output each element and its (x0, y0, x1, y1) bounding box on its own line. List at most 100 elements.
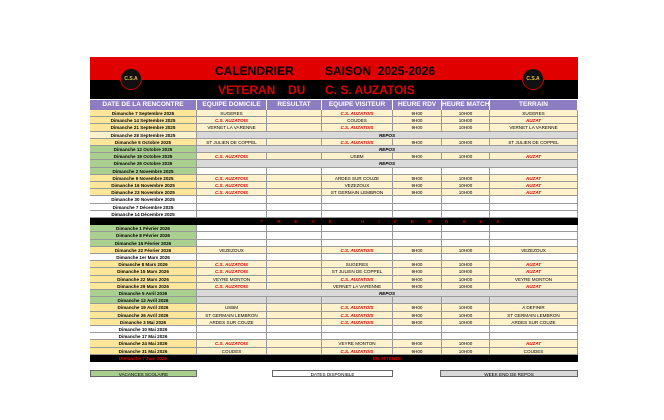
date-cell: Dimanche 1er Mars 2026 (90, 254, 197, 262)
date-cell: Dimanche 10 Mai 2026 (90, 326, 197, 334)
table-cell (393, 297, 442, 305)
table-cell: C.S. AUZATOIS (197, 182, 267, 190)
table-cell: ARDES SUR COUZE (322, 174, 393, 182)
table-cell (267, 326, 322, 334)
table-cell (197, 210, 267, 218)
table-cell: SUGERES (197, 110, 267, 118)
table-cell (197, 297, 267, 305)
table-cell (393, 254, 442, 262)
table-cell (322, 225, 393, 233)
date-cell: Dimanche 3 Mai 2026 (90, 318, 197, 326)
table-cell: AUZAT (490, 340, 578, 348)
table-cell (322, 254, 393, 262)
column-header: RESULTAT (267, 100, 322, 110)
date-cell: Dimanche 14 Décembre 2025 (90, 210, 197, 218)
date-cell: Dimanche 28 Septembre 2025 (90, 131, 197, 139)
table-cell (267, 297, 322, 305)
table-cell (267, 167, 322, 175)
table-cell (197, 167, 267, 175)
table-cell (442, 196, 490, 204)
table-cell (267, 246, 322, 254)
subtitle: DU (288, 83, 306, 97)
table-cell (442, 167, 490, 175)
table-cell (267, 340, 322, 348)
legend-item: DATES DISPONIBLE (272, 370, 393, 377)
table-cell: 10H00 (442, 340, 490, 348)
table-cell (393, 210, 442, 218)
table-cell (442, 333, 490, 341)
table-cell (267, 196, 322, 204)
table-cell (442, 232, 490, 240)
table-cell (322, 196, 393, 204)
table-cell (267, 203, 322, 211)
table-cell: USBM (322, 153, 393, 161)
table-cell: SUGERES (322, 261, 393, 269)
table-cell: 9H00 (393, 347, 442, 355)
table-cell: C.S. AUZATOIS (322, 124, 393, 132)
table-cell (322, 203, 393, 211)
column-header: EQUIPE VISITEUR (322, 100, 393, 110)
date-cell: Dimanche 19 Octobre 2025 (90, 153, 197, 161)
date-cell: Dimanche 9 Novembre 2025 (90, 174, 197, 182)
table-cell (393, 239, 442, 247)
table-cell (267, 239, 322, 247)
table-cell (197, 239, 267, 247)
table-cell (267, 182, 322, 190)
table-cell (393, 196, 442, 204)
table-cell: VEZEZOUX (197, 246, 267, 254)
table-cell (442, 225, 490, 233)
table-cell: 10H00 (442, 246, 490, 254)
table-cell: ARDES SUR COUZE (197, 318, 267, 326)
table-cell: VEYRE MONTON (490, 275, 578, 283)
table-cell (267, 318, 322, 326)
table-cell (267, 117, 322, 125)
subtitle-bar (90, 80, 578, 99)
table-cell (197, 254, 267, 262)
date-cell: Dimanche 15 Février 2026 (90, 239, 197, 247)
table-cell (322, 333, 393, 341)
legend-item: WEEK END DE REPOS (440, 370, 578, 377)
table-cell: 9H00 (393, 261, 442, 269)
column-header: HEURE MATCH (442, 100, 490, 110)
table-cell (442, 210, 490, 218)
table-cell: ST GERMAIN LEMBRON (197, 311, 267, 319)
date-cell: Dimanche 29 Mars 2026 (90, 282, 197, 290)
table-cell: ST JULIEN DE COPPEL (322, 268, 393, 276)
date-cell: Dimanche 5 Octobre 2025 (90, 138, 197, 146)
table-cell: AUZAT (490, 282, 578, 290)
table-cell (442, 203, 490, 211)
table-cell: COUDES (490, 347, 578, 355)
date-cell: Dimanche 8 Février 2026 (90, 232, 197, 240)
table-cell: 9H00 (393, 124, 442, 132)
table-cell: 9H00 (393, 117, 442, 125)
table-cell: 10H00 (442, 304, 490, 312)
date-cell: Dimanche 2 Novembre 2025 (90, 167, 197, 175)
table-cell (393, 326, 442, 334)
table-cell (490, 225, 578, 233)
column-header: EQUIPE DOMICILE (197, 100, 267, 110)
break-row: TREVE HIVERNALE (197, 218, 578, 226)
table-cell: COUDES (322, 117, 393, 125)
table-cell (442, 326, 490, 334)
table-cell: 10H00 (442, 275, 490, 283)
table-cell (267, 124, 322, 132)
table-cell: 10H00 (442, 117, 490, 125)
table-cell (267, 347, 322, 355)
column-header: TERRAIN (490, 100, 578, 110)
table-cell: 10H00 (442, 182, 490, 190)
table-cell (267, 174, 322, 182)
date-cell: Dimanche 16 Novembre 2025 (90, 182, 197, 190)
table-cell: 10H00 (442, 311, 490, 319)
date-cell: Dimanche 22 Février 2026 (90, 246, 197, 254)
table-cell (197, 225, 267, 233)
table-cell (490, 196, 578, 204)
table-cell (322, 297, 393, 305)
table-cell: 10H00 (442, 138, 490, 146)
table-cell: SUGERES (490, 110, 578, 118)
table-cell: VERNET LA VARENNE (322, 282, 393, 290)
table-cell (267, 138, 322, 146)
legend-item: VACANCES SCOLAIRE (90, 370, 197, 377)
table-cell: 10H00 (442, 261, 490, 269)
table-cell (267, 282, 322, 290)
table-cell: VERNET LA VARENNE (490, 124, 578, 132)
